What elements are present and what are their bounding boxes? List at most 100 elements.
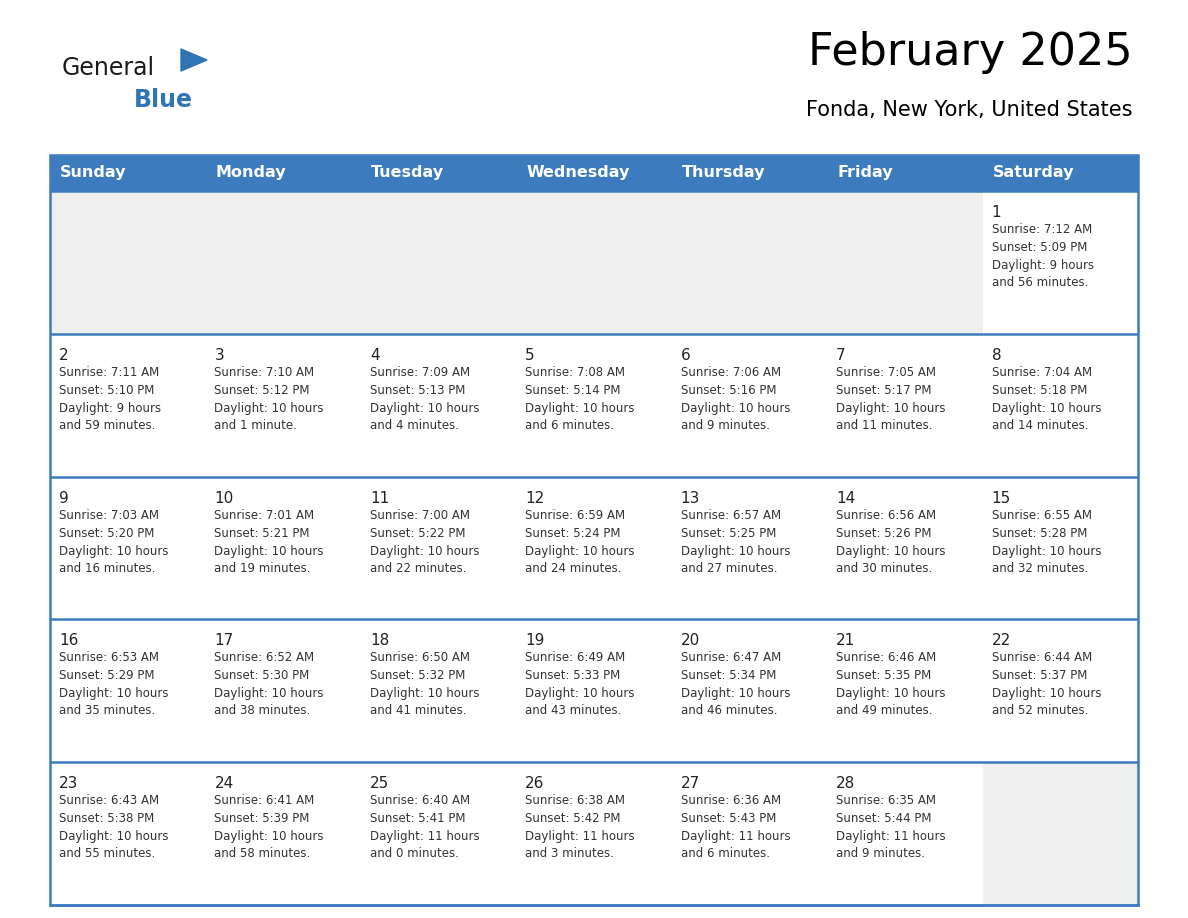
Text: and 43 minutes.: and 43 minutes. (525, 704, 621, 717)
Text: Sunrise: 7:06 AM: Sunrise: 7:06 AM (681, 365, 781, 379)
Text: 26: 26 (525, 777, 544, 791)
Text: Thursday: Thursday (682, 165, 765, 181)
Text: Sunset: 5:28 PM: Sunset: 5:28 PM (992, 527, 1087, 540)
Text: and 49 minutes.: and 49 minutes. (836, 704, 933, 717)
Bar (50, 762, 206, 905)
Text: Sunrise: 7:00 AM: Sunrise: 7:00 AM (369, 509, 470, 521)
Text: February 2025: February 2025 (808, 30, 1133, 73)
Text: 5: 5 (525, 348, 535, 363)
Bar (671, 191, 827, 334)
Text: and 24 minutes.: and 24 minutes. (525, 562, 621, 575)
Text: General: General (62, 56, 156, 80)
Bar (827, 762, 982, 905)
Text: Daylight: 11 hours: Daylight: 11 hours (836, 830, 946, 844)
Text: Sunset: 5:30 PM: Sunset: 5:30 PM (214, 669, 310, 682)
Bar (50, 155, 1138, 191)
Text: Daylight: 10 hours: Daylight: 10 hours (59, 544, 169, 557)
Text: Daylight: 10 hours: Daylight: 10 hours (214, 830, 324, 844)
Text: Sunrise: 6:36 AM: Sunrise: 6:36 AM (681, 794, 781, 807)
Text: Sunrise: 6:50 AM: Sunrise: 6:50 AM (369, 652, 470, 665)
Text: Tuesday: Tuesday (371, 165, 444, 181)
Text: and 1 minute.: and 1 minute. (214, 419, 297, 431)
Bar (517, 191, 671, 334)
Text: Sunrise: 6:43 AM: Sunrise: 6:43 AM (59, 794, 159, 807)
Text: 15: 15 (992, 490, 1011, 506)
Bar (206, 191, 361, 334)
Text: Sunset: 5:12 PM: Sunset: 5:12 PM (214, 384, 310, 397)
Text: and 3 minutes.: and 3 minutes. (525, 847, 614, 860)
Text: Sunrise: 6:46 AM: Sunrise: 6:46 AM (836, 652, 936, 665)
Text: and 6 minutes.: and 6 minutes. (525, 419, 614, 431)
Text: Sunrise: 7:08 AM: Sunrise: 7:08 AM (525, 365, 625, 379)
Text: and 9 minutes.: and 9 minutes. (836, 847, 925, 860)
Text: Sunrise: 6:41 AM: Sunrise: 6:41 AM (214, 794, 315, 807)
Text: Sunset: 5:14 PM: Sunset: 5:14 PM (525, 384, 621, 397)
Text: 1: 1 (992, 205, 1001, 220)
Text: Sunset: 5:09 PM: Sunset: 5:09 PM (992, 241, 1087, 254)
Text: and 59 minutes.: and 59 minutes. (59, 419, 156, 431)
Text: and 58 minutes.: and 58 minutes. (214, 847, 311, 860)
Text: 10: 10 (214, 490, 234, 506)
Text: Daylight: 10 hours: Daylight: 10 hours (681, 544, 790, 557)
Text: and 52 minutes.: and 52 minutes. (992, 704, 1088, 717)
Text: Sunset: 5:16 PM: Sunset: 5:16 PM (681, 384, 776, 397)
Text: Daylight: 10 hours: Daylight: 10 hours (214, 688, 324, 700)
Text: and 19 minutes.: and 19 minutes. (214, 562, 311, 575)
Text: Sunset: 5:20 PM: Sunset: 5:20 PM (59, 527, 154, 540)
Text: 27: 27 (681, 777, 700, 791)
Text: Sunset: 5:35 PM: Sunset: 5:35 PM (836, 669, 931, 682)
Text: and 6 minutes.: and 6 minutes. (681, 847, 770, 860)
Bar (827, 620, 982, 762)
Bar (50, 620, 206, 762)
Bar (982, 620, 1138, 762)
Bar (671, 620, 827, 762)
Text: Sunset: 5:10 PM: Sunset: 5:10 PM (59, 384, 154, 397)
Text: Sunset: 5:34 PM: Sunset: 5:34 PM (681, 669, 776, 682)
Text: Sunrise: 6:38 AM: Sunrise: 6:38 AM (525, 794, 625, 807)
Text: Daylight: 10 hours: Daylight: 10 hours (681, 402, 790, 415)
Text: and 38 minutes.: and 38 minutes. (214, 704, 311, 717)
Text: and 55 minutes.: and 55 minutes. (59, 847, 156, 860)
Text: Sunset: 5:38 PM: Sunset: 5:38 PM (59, 812, 154, 825)
Text: and 14 minutes.: and 14 minutes. (992, 419, 1088, 431)
Text: Daylight: 10 hours: Daylight: 10 hours (836, 544, 946, 557)
Bar (827, 476, 982, 620)
Text: 9: 9 (59, 490, 69, 506)
Text: Sunset: 5:25 PM: Sunset: 5:25 PM (681, 527, 776, 540)
Text: Fonda, New York, United States: Fonda, New York, United States (807, 100, 1133, 120)
Text: Daylight: 10 hours: Daylight: 10 hours (525, 544, 634, 557)
Text: Friday: Friday (838, 165, 892, 181)
Text: Sunrise: 6:52 AM: Sunrise: 6:52 AM (214, 652, 315, 665)
Text: Sunset: 5:29 PM: Sunset: 5:29 PM (59, 669, 154, 682)
Text: and 30 minutes.: and 30 minutes. (836, 562, 933, 575)
Text: Sunset: 5:32 PM: Sunset: 5:32 PM (369, 669, 466, 682)
Text: Sunrise: 6:55 AM: Sunrise: 6:55 AM (992, 509, 1092, 521)
Bar (982, 762, 1138, 905)
Bar (361, 191, 517, 334)
Bar (517, 620, 671, 762)
Bar (671, 334, 827, 476)
Text: Daylight: 11 hours: Daylight: 11 hours (369, 830, 480, 844)
Text: 2: 2 (59, 348, 69, 363)
Text: and 11 minutes.: and 11 minutes. (836, 419, 933, 431)
Text: 22: 22 (992, 633, 1011, 648)
Text: 11: 11 (369, 490, 390, 506)
Text: 8: 8 (992, 348, 1001, 363)
Text: Daylight: 10 hours: Daylight: 10 hours (214, 402, 324, 415)
Bar (206, 476, 361, 620)
Bar (361, 476, 517, 620)
Text: Sunrise: 6:35 AM: Sunrise: 6:35 AM (836, 794, 936, 807)
Text: Sunrise: 7:10 AM: Sunrise: 7:10 AM (214, 365, 315, 379)
Bar (361, 620, 517, 762)
Text: 20: 20 (681, 633, 700, 648)
Text: and 41 minutes.: and 41 minutes. (369, 704, 467, 717)
Text: Sunset: 5:18 PM: Sunset: 5:18 PM (992, 384, 1087, 397)
Text: Sunset: 5:39 PM: Sunset: 5:39 PM (214, 812, 310, 825)
Text: Sunset: 5:37 PM: Sunset: 5:37 PM (992, 669, 1087, 682)
Text: and 56 minutes.: and 56 minutes. (992, 276, 1088, 289)
Text: Sunset: 5:41 PM: Sunset: 5:41 PM (369, 812, 466, 825)
Bar (671, 762, 827, 905)
Bar (361, 762, 517, 905)
Text: Sunset: 5:22 PM: Sunset: 5:22 PM (369, 527, 466, 540)
Bar (982, 191, 1138, 334)
